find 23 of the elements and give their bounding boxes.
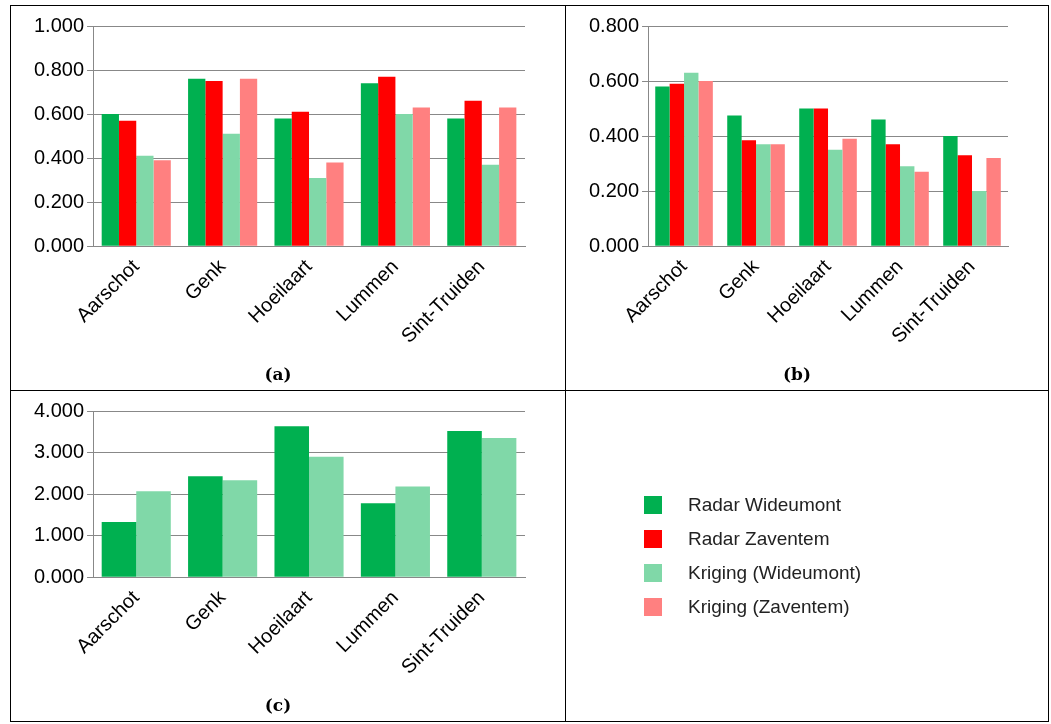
- text: (b): [783, 364, 811, 385]
- y-tick-label: 3.000: [33, 440, 85, 463]
- y-tick-label: 0.400: [33, 145, 85, 168]
- y-tick-label: 0.800: [588, 13, 640, 36]
- y-tick-label: 2.000: [33, 481, 85, 504]
- y-tick-label: 0.000: [33, 233, 85, 256]
- y-tick-label: 0.600: [588, 68, 640, 91]
- legend-label: Kriging (Wideumont): [688, 562, 862, 584]
- y-tick-label: 0.000: [33, 564, 85, 587]
- y-tick-label: 1.000: [33, 13, 85, 36]
- y-tick-label: 0.600: [33, 101, 85, 124]
- y-tick-label: 0.200: [33, 189, 85, 212]
- y-tick-label: 0.000: [588, 233, 640, 256]
- y-tick-label: 0.200: [588, 178, 640, 201]
- legend-label: Radar Zaventem: [688, 528, 830, 550]
- y-tick-label: 4.000: [33, 398, 85, 421]
- y-tick-label: 0.400: [588, 123, 640, 146]
- legend-label: Kriging (Zaventem): [688, 596, 850, 618]
- text: (c): [264, 695, 292, 716]
- y-tick-label: 1.000: [33, 523, 85, 546]
- text: (a): [264, 364, 292, 385]
- legend-label: Radar Wideumont: [688, 494, 842, 516]
- y-tick-label: 0.800: [33, 57, 85, 80]
